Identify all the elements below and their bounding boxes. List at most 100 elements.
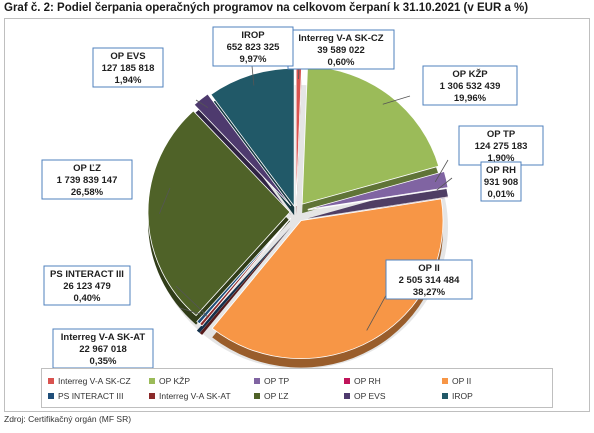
data-label-value: 22 967 018 xyxy=(79,344,127,355)
pie-slice-8 xyxy=(193,93,292,207)
data-label-box xyxy=(92,47,164,88)
data-label-box xyxy=(41,159,133,200)
legend-label: Interreg V-A SK-CZ xyxy=(58,376,131,386)
data-label-name: OP ĽZ xyxy=(73,163,101,174)
pie-slice-7 xyxy=(147,110,291,317)
legend-swatch xyxy=(254,378,260,384)
data-label-percent: 1,90% xyxy=(488,153,515,164)
legend-item: OP II xyxy=(442,376,471,386)
data-label-value: 652 823 325 xyxy=(227,42,281,53)
legend-item: OP TP xyxy=(254,376,289,386)
legend-label: PS INTERACT III xyxy=(58,391,124,401)
pie-slice-side-5 xyxy=(199,227,291,335)
pie-slice-4 xyxy=(211,198,444,360)
data-label-percent: 0,01% xyxy=(488,189,515,200)
data-label-percent: 9,97% xyxy=(240,54,267,65)
legend-item: Interreg V-A SK-AT xyxy=(149,391,231,401)
data-label-name: OP RH xyxy=(486,165,516,176)
leader-line-7 xyxy=(159,187,171,214)
legend-label: Interreg V-A SK-AT xyxy=(159,391,231,401)
leader-line-2 xyxy=(434,159,449,183)
pie-slice-3 xyxy=(307,187,449,211)
legend-swatch xyxy=(442,393,448,399)
pie-slice-2 xyxy=(307,170,449,210)
data-label-name: PS INTERACT III xyxy=(50,269,124,280)
data-label-percent: 0,35% xyxy=(90,356,117,367)
data-label-name: OP EVS xyxy=(110,51,145,62)
data-label-value: 124 275 183 xyxy=(475,141,528,152)
legend-label: OP EVS xyxy=(354,391,386,401)
data-label-percent: 0,60% xyxy=(328,57,355,68)
data-label-percent: 26,58% xyxy=(71,187,104,198)
data-label-box xyxy=(480,161,522,202)
leader-line-1 xyxy=(382,95,411,105)
data-label-value: 1 739 839 147 xyxy=(57,175,118,186)
data-label-box xyxy=(212,26,294,67)
data-label-name: OP TP xyxy=(487,129,516,140)
legend-item: Interreg V-A SK-CZ xyxy=(48,376,131,386)
data-label-box xyxy=(385,259,473,300)
data-label-value: 39 589 022 xyxy=(317,45,365,56)
legend-label: IROP xyxy=(452,391,473,401)
legend-swatch xyxy=(48,393,54,399)
legend-swatch xyxy=(48,378,54,384)
data-label-percent: 19,96% xyxy=(454,93,487,104)
data-label-box xyxy=(287,29,395,70)
leader-line-6 xyxy=(175,285,206,315)
legend-label: OP KŽP xyxy=(159,376,191,386)
legend-swatch xyxy=(149,393,155,399)
data-label-percent: 1,94% xyxy=(115,75,142,86)
data-label-percent: 0,40% xyxy=(74,293,101,304)
leader-line-3 xyxy=(436,177,453,191)
legend-swatch xyxy=(149,378,155,384)
legend-swatch xyxy=(344,393,350,399)
data-label-box xyxy=(52,328,154,369)
chart-legend: Interreg V-A SK-CZ OP KŽP OP TP OP RH OP II P… xyxy=(41,368,553,408)
legend-swatch xyxy=(442,378,448,384)
legend-item: OP KŽP xyxy=(149,376,190,386)
data-label-name: OP II xyxy=(418,263,439,274)
data-label-value: 1 306 532 439 xyxy=(440,81,501,92)
data-label-value: 26 123 479 xyxy=(63,281,111,292)
data-label-name: Interreg V-A SK-AT xyxy=(61,332,146,343)
legend-label: OP II xyxy=(452,376,472,386)
data-label-box xyxy=(43,265,131,306)
pie-slice-side-3 xyxy=(307,197,449,220)
data-label-name: OP KŽP xyxy=(452,68,488,80)
data-label-percent: 38,27% xyxy=(413,287,446,298)
legend-swatch xyxy=(344,378,350,384)
legend-item: OP RH xyxy=(344,376,381,386)
legend-label: OP RH xyxy=(354,376,381,386)
data-label-name: Interreg V-A SK-CZ xyxy=(298,33,383,44)
data-label-box xyxy=(458,125,544,166)
legend-item: PS INTERACT III xyxy=(48,391,124,401)
pie-slice-6 xyxy=(196,217,292,325)
legend-item: OP ĽZ xyxy=(254,391,288,401)
legend-item: IROP xyxy=(442,391,473,401)
pie-slice-side-6 xyxy=(196,227,291,333)
pie-slice-side-8 xyxy=(194,103,291,215)
legend-swatch xyxy=(254,393,260,399)
data-label-name: IROP xyxy=(241,30,265,41)
data-label-value: 127 185 818 xyxy=(102,63,155,74)
leader-line-9 xyxy=(251,65,255,86)
chart-title: Graf č. 2: Podiel čerpania operačných pr… xyxy=(4,2,529,14)
source-note: Zdroj: Certifikačný orgán (MF SR) xyxy=(4,414,132,424)
data-label-box xyxy=(422,65,518,106)
legend-item: OP EVS xyxy=(344,391,386,401)
leader-line-8 xyxy=(195,99,209,109)
data-label-value: 2 505 314 484 xyxy=(399,275,460,286)
data-label-value: 931 908 xyxy=(484,177,518,188)
leader-line-5 xyxy=(179,307,209,317)
